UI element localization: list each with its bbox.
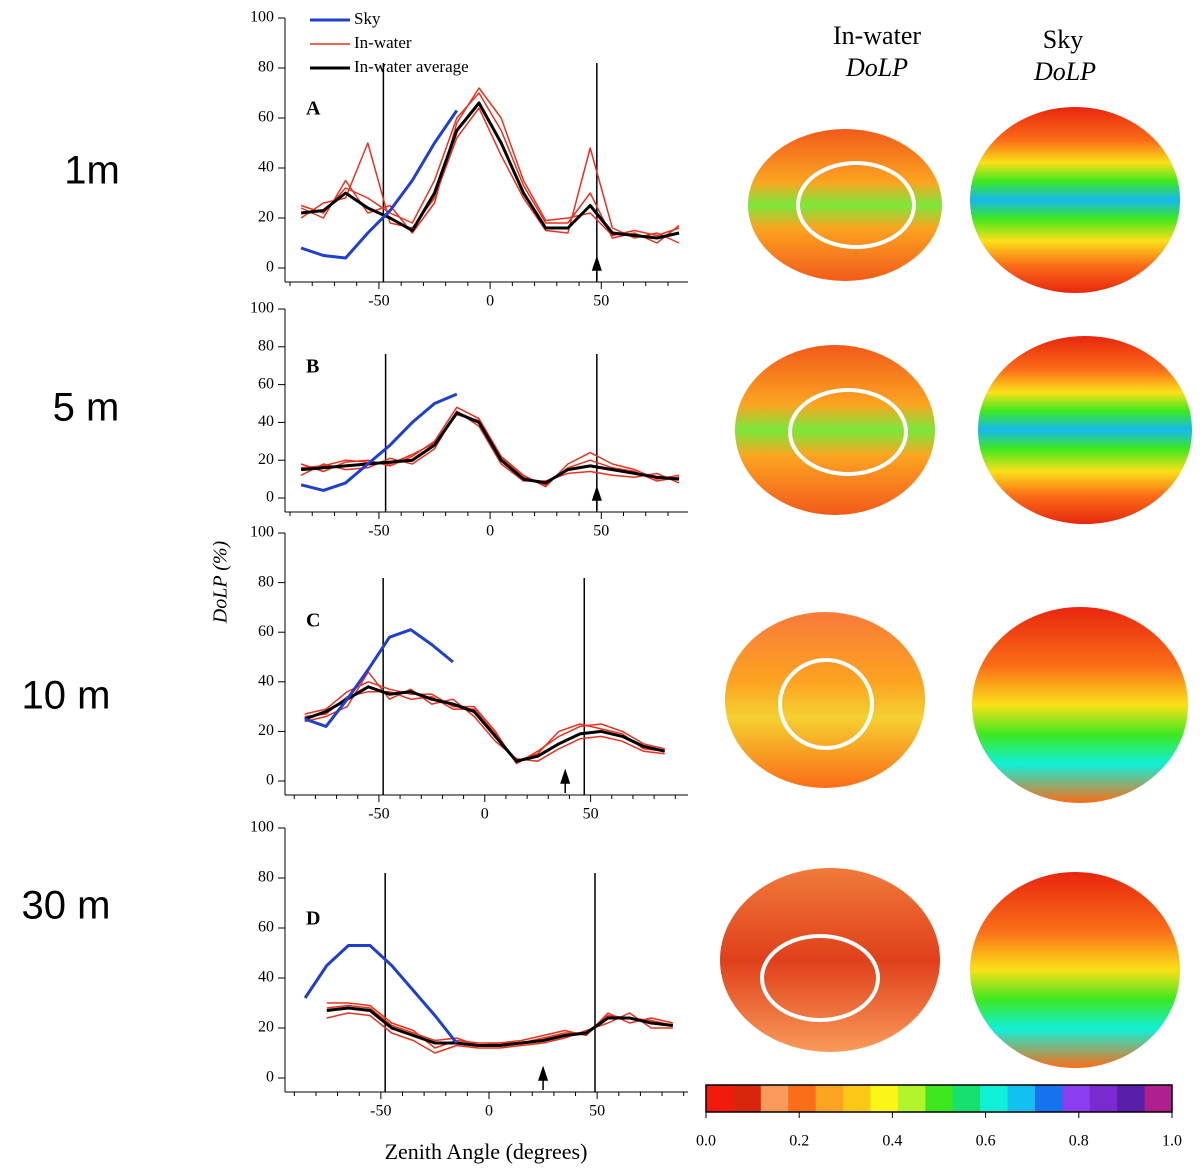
- colorbar-segment: [1117, 1085, 1145, 1112]
- colorbar-segment: [761, 1085, 789, 1112]
- y-tick-label: 20: [258, 1019, 274, 1036]
- In-water: [327, 1003, 673, 1048]
- colorbar-segment: [1035, 1085, 1063, 1112]
- x-tick-label: -50: [368, 293, 389, 310]
- y-tick-label: 80: [258, 337, 274, 354]
- depth-label: 10 m: [22, 674, 111, 718]
- y-tick-label: 0: [266, 489, 274, 506]
- colorbar-segment: [980, 1085, 1008, 1112]
- legend-label: In-water: [354, 33, 412, 52]
- colorbar-segment: [816, 1085, 844, 1112]
- colorbar-segment: [1062, 1085, 1090, 1112]
- In-water: [301, 88, 679, 236]
- colorbar-segment: [1008, 1085, 1036, 1112]
- x-tick-label: 50: [583, 806, 599, 823]
- x-tick-label: 0: [481, 806, 489, 823]
- colorbar-segment: [843, 1085, 871, 1112]
- colorbar-segment: [706, 1085, 734, 1112]
- y-tick-label: 100: [250, 300, 274, 317]
- x-tick-label: 50: [593, 293, 609, 310]
- header-sub: DoLP: [1033, 57, 1096, 86]
- arrow: [593, 488, 601, 510]
- colorbar-tick-label: 0.2: [789, 1133, 809, 1150]
- panel-label: D: [306, 908, 320, 930]
- in-water-image: [720, 868, 940, 1052]
- In-water: [327, 1006, 673, 1046]
- y-tick-label: 80: [258, 573, 274, 590]
- colorbar-segment: [870, 1085, 898, 1112]
- y-tick-label: 20: [258, 451, 274, 468]
- colorbar-segment: [925, 1085, 953, 1112]
- arrow: [561, 771, 569, 793]
- legend-label: In-water average: [354, 57, 469, 76]
- y-tick-label: 40: [258, 969, 274, 986]
- x-tick-label: -50: [368, 806, 389, 823]
- y-tick-label: 20: [258, 209, 274, 226]
- arrow: [593, 258, 601, 280]
- x-tick-label: 0: [486, 293, 494, 310]
- colorbar-tick-label: 0.8: [1069, 1133, 1089, 1150]
- y-tick-label: 20: [258, 722, 274, 739]
- y-tick-label: 80: [258, 59, 274, 76]
- y-tick-label: 60: [258, 623, 274, 640]
- y-tick-label: 40: [258, 159, 274, 176]
- In-water: [301, 407, 679, 486]
- y-tick-label: 40: [258, 672, 274, 689]
- y-tick-label: 100: [250, 524, 274, 541]
- sky-image: [978, 336, 1192, 524]
- x-tick-label: 0: [485, 1103, 493, 1120]
- colorbar-segment: [788, 1085, 816, 1112]
- x-axis-label: Zenith Angle (degrees): [385, 1139, 588, 1164]
- y-tick-label: 0: [266, 772, 274, 789]
- header-sub: DoLP: [845, 53, 908, 82]
- y-axis-label: DoLP (%): [210, 540, 232, 624]
- colorbar-tick-label: 1.0: [1162, 1133, 1182, 1150]
- panel-label: C: [306, 610, 320, 632]
- sky-image: [972, 607, 1188, 803]
- header: In-water: [833, 21, 921, 50]
- panel-label: B: [306, 356, 319, 378]
- y-tick-label: 100: [250, 9, 274, 26]
- sky-image: [970, 872, 1180, 1068]
- colorbar-tick-label: 0.0: [696, 1133, 716, 1150]
- In-water average: [301, 103, 679, 238]
- x-tick-label: 50: [593, 523, 609, 540]
- colorbar-segment: [1145, 1085, 1173, 1112]
- y-tick-label: 100: [250, 819, 274, 836]
- y-tick-label: 40: [258, 413, 274, 430]
- x-tick-label: -50: [368, 523, 389, 540]
- polarization-images: [720, 107, 1192, 1068]
- In-water: [305, 692, 665, 762]
- header: Sky: [1043, 25, 1083, 54]
- x-tick-label: 50: [589, 1103, 605, 1120]
- colorbar-segment: [733, 1085, 761, 1112]
- figure: In-water DoLP Sky DoLP 1m 5 m 10 m 30 m …: [0, 0, 1203, 1174]
- sky-image: [970, 107, 1180, 293]
- colorbar-tick-label: 0.6: [976, 1133, 996, 1150]
- depth-label: 1m: [64, 149, 120, 193]
- y-tick-label: 60: [258, 375, 274, 392]
- y-tick-label: 60: [258, 109, 274, 126]
- y-tick-label: 80: [258, 869, 274, 886]
- depth-label: 5 m: [53, 386, 120, 430]
- colorbar-segment: [898, 1085, 926, 1112]
- Sky: [305, 946, 457, 1044]
- arrow: [539, 1068, 547, 1090]
- x-tick-label: 0: [486, 523, 494, 540]
- In-water: [301, 108, 679, 243]
- in-water-image: [725, 612, 925, 788]
- y-tick-label: 0: [266, 259, 274, 276]
- In-water average: [305, 687, 665, 761]
- colorbar-tick-label: 0.4: [882, 1133, 902, 1150]
- panel-label: A: [306, 98, 321, 120]
- legend-label: Sky: [354, 9, 381, 28]
- x-tick-label: -50: [370, 1103, 391, 1120]
- colorbar-segment: [953, 1085, 981, 1112]
- depth-label: 30 m: [22, 884, 111, 928]
- y-tick-label: 0: [266, 1069, 274, 1086]
- y-tick-label: 60: [258, 919, 274, 936]
- In-water average: [327, 1008, 673, 1046]
- colorbar-segment: [1090, 1085, 1118, 1112]
